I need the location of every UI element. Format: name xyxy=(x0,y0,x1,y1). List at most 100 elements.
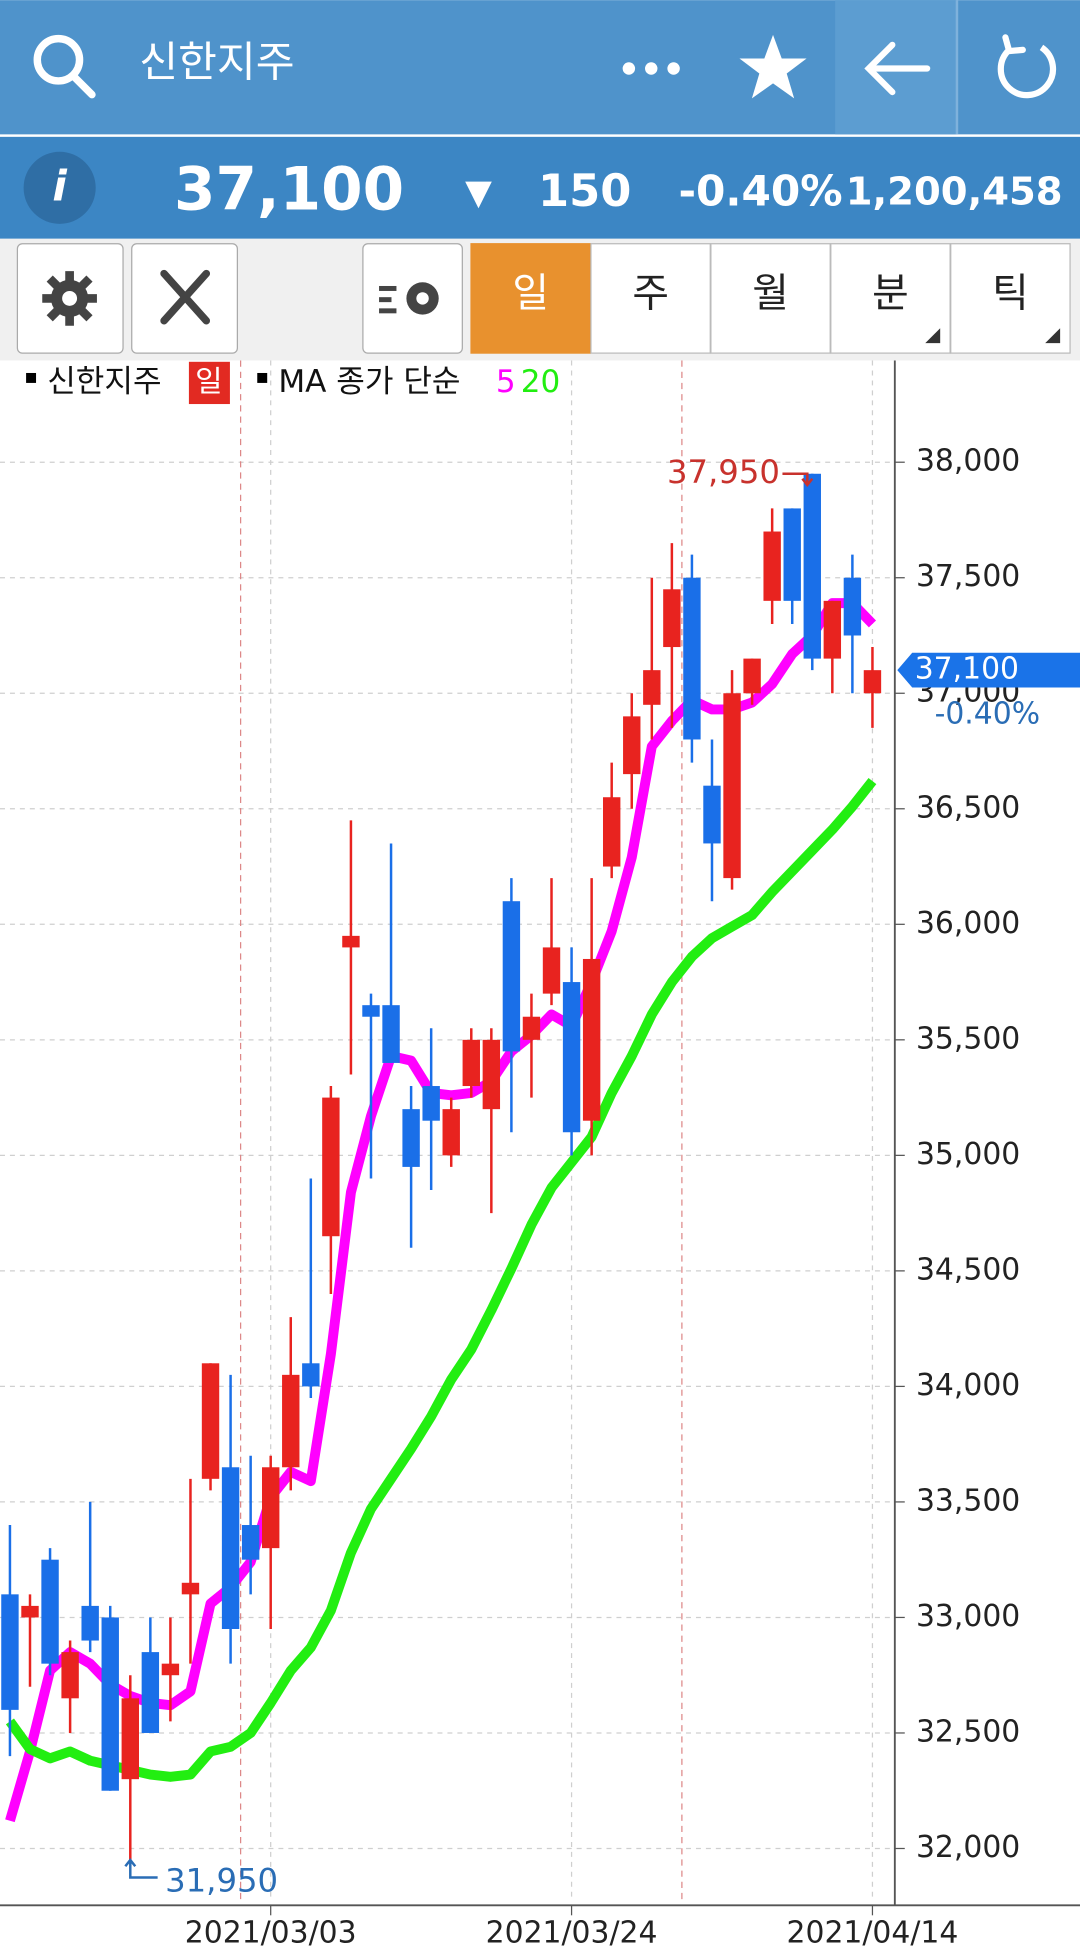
candle-body xyxy=(522,1016,541,1040)
candle-body xyxy=(462,1039,480,1087)
period-tab-label: 일 xyxy=(512,270,549,316)
candle-body xyxy=(743,658,761,694)
chart-area xyxy=(0,360,1080,1949)
candle-body xyxy=(181,1582,200,1595)
y-tick-label: 33,000 xyxy=(916,1599,1020,1634)
price: 37,100 xyxy=(174,155,404,224)
legend-marker xyxy=(26,372,37,383)
x-tick-label: 2021/04/14 xyxy=(787,1915,959,1949)
candle-body xyxy=(362,1005,380,1017)
candle-body xyxy=(21,1605,39,1618)
plot: 32,000 32,500 33,000 33,500 34,000 34,500 35,0… xyxy=(0,360,1080,1949)
period-tab-label: 주 xyxy=(632,270,669,316)
quote-bar xyxy=(0,136,1080,239)
y-tick-label: 36,500 xyxy=(916,790,1020,825)
legend-ma: MA 종가 단순 xyxy=(278,364,460,400)
y-tick-label: 32,500 xyxy=(916,1714,1020,1749)
change-rate: -0.40% xyxy=(678,167,842,216)
candle-body xyxy=(342,935,360,948)
info-button[interactable] xyxy=(23,151,96,224)
candle-body xyxy=(863,670,882,694)
candle-body xyxy=(141,1652,160,1733)
stock-title[interactable]: 신한지주 xyxy=(139,37,294,86)
legend-marker xyxy=(257,372,268,383)
y-tick-label: 35,000 xyxy=(916,1137,1020,1172)
candle-body xyxy=(81,1605,99,1641)
period-tab-label: 월 xyxy=(752,270,789,316)
period-tab[interactable] xyxy=(950,243,1071,354)
gear-icon xyxy=(42,271,97,326)
candle-body xyxy=(282,1374,300,1468)
tools-icon xyxy=(160,269,211,325)
more-icon[interactable] xyxy=(622,62,680,75)
candle-body xyxy=(121,1698,139,1780)
candle-body xyxy=(322,1097,340,1237)
legend-badge xyxy=(188,361,230,405)
candle-body xyxy=(683,577,701,740)
favorite-icon[interactable] xyxy=(739,34,807,99)
y-tick-label: 34,500 xyxy=(916,1252,1020,1287)
legend-name: 신한지주 xyxy=(47,364,161,400)
candle-body xyxy=(783,508,801,601)
direction: ▼ xyxy=(465,173,492,213)
back-arrow[interactable] xyxy=(864,41,931,96)
y-tick-label: 32,000 xyxy=(916,1830,1020,1865)
max-arrow xyxy=(782,472,814,487)
search-icon[interactable] xyxy=(33,34,96,99)
y-tick-label: 36,000 xyxy=(916,906,1020,941)
max-label: 37,950 xyxy=(667,453,780,491)
candle-body xyxy=(623,716,641,775)
candle-body xyxy=(101,1617,119,1791)
indicator-icon xyxy=(379,282,439,315)
candle-body xyxy=(482,1039,501,1110)
change: 150 xyxy=(538,164,631,217)
period-tab[interactable] xyxy=(470,243,591,354)
candle-body xyxy=(602,797,621,867)
candle-body xyxy=(221,1467,240,1629)
candle-body xyxy=(302,1363,320,1387)
refresh-icon[interactable] xyxy=(997,34,1057,99)
ma-line xyxy=(5,777,877,1782)
candle-body xyxy=(41,1559,59,1664)
period-tab[interactable] xyxy=(710,243,831,354)
candle-body xyxy=(241,1525,260,1560)
legend-ma20: 20 xyxy=(521,364,561,400)
candle-body xyxy=(422,1086,440,1121)
candle-body xyxy=(201,1363,220,1479)
min-arrow xyxy=(124,1858,158,1879)
candle-body xyxy=(803,473,821,659)
period-tab-label: 분 xyxy=(872,270,909,316)
tab-corner xyxy=(925,328,941,344)
candle-body xyxy=(442,1109,460,1156)
y-tick-label: 37,500 xyxy=(916,559,1020,594)
min-label: 31,950 xyxy=(165,1861,278,1899)
legend-ma5: 5 xyxy=(496,364,516,400)
legend-period: 일 xyxy=(195,364,222,399)
candle-body xyxy=(542,947,561,994)
volume: 1,200,458 xyxy=(846,170,1063,215)
candle-body xyxy=(723,693,741,879)
candle-body xyxy=(1,1594,19,1710)
candle-body xyxy=(382,1005,400,1063)
candle-body xyxy=(562,982,581,1133)
period-tab[interactable] xyxy=(590,243,711,354)
x-tick-label: 2021/03/03 xyxy=(185,1915,357,1949)
candle-body xyxy=(61,1652,79,1699)
y-tick-label: 38,000 xyxy=(916,444,1020,479)
x-tick-label: 2021/03/24 xyxy=(486,1915,658,1949)
candle-body xyxy=(843,577,862,636)
candle-body xyxy=(161,1663,180,1676)
last-change-label: -0.40% xyxy=(935,696,1040,731)
period-tab[interactable] xyxy=(830,243,951,354)
tab-corner xyxy=(1045,328,1061,344)
y-tick-label: 35,500 xyxy=(916,1021,1020,1056)
candle-body xyxy=(663,589,681,648)
y-tick-label: 34,000 xyxy=(916,1368,1020,1403)
candle-body xyxy=(262,1467,280,1549)
info-text: i xyxy=(52,162,67,211)
last-price-label: 37,100 xyxy=(915,652,1019,687)
